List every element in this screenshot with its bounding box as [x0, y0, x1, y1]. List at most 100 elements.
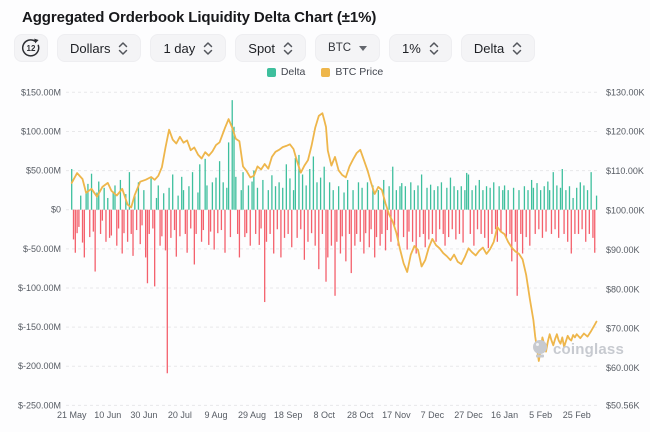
delta-bar	[379, 209, 381, 246]
delta-bar	[334, 209, 336, 296]
delta-bar	[164, 209, 167, 251]
delta-bar	[148, 209, 150, 234]
delta-bar	[224, 209, 226, 253]
y-axis-left-label: $100.00M	[21, 126, 61, 136]
delta-bar	[316, 182, 318, 210]
delta-bar	[530, 179, 533, 210]
delta-bar	[572, 197, 574, 210]
delta-bar	[410, 182, 412, 210]
chevron-updown-icon	[429, 41, 439, 55]
delta-bar	[574, 209, 576, 234]
delta-bar	[372, 185, 374, 210]
delta-bar	[365, 209, 367, 234]
delta-bar	[76, 209, 78, 234]
delta-bar	[363, 209, 365, 254]
delta-bar	[503, 185, 506, 210]
delta-bar	[244, 209, 246, 238]
delta-bar	[570, 209, 572, 254]
delta-bar	[159, 209, 161, 246]
delta-bar	[539, 190, 542, 210]
delta-bar	[356, 209, 358, 234]
depth-percent-dropdown[interactable]: 1%	[389, 34, 452, 62]
delta-bar	[314, 209, 316, 246]
delta-bar	[489, 187, 491, 210]
delta-bar	[556, 185, 558, 210]
x-axis-label: 28 Oct	[347, 410, 374, 420]
svg-text:12: 12	[27, 44, 36, 53]
delta-bar	[478, 179, 480, 210]
delta-bar	[527, 190, 529, 210]
chevron-updown-icon	[283, 41, 293, 55]
delta-bar	[92, 209, 94, 232]
delta-bar	[117, 209, 120, 229]
delta-bar	[90, 173, 93, 210]
delta-bar	[260, 209, 262, 229]
legend-item-delta[interactable]: Delta	[266, 66, 305, 78]
caret-down-icon	[359, 45, 368, 51]
metric-dropdown[interactable]: Delta	[460, 34, 536, 62]
delta-bar	[464, 190, 466, 210]
delta-bar	[375, 209, 378, 238]
delta-bar	[567, 209, 569, 242]
delta-bar	[415, 209, 417, 254]
delta-bar	[435, 209, 437, 242]
delta-bar	[154, 209, 156, 287]
delta-bar	[173, 209, 176, 231]
y-axis-right-label: $80.00K	[606, 284, 640, 294]
metric-dropdown-label: Delta	[473, 40, 505, 56]
delta-bar	[350, 209, 352, 274]
delta-bar	[172, 174, 174, 210]
y-axis-right-label: $50.56K	[606, 400, 640, 410]
delta-bar	[163, 193, 165, 210]
delta-bar	[485, 186, 488, 210]
market-type-dropdown[interactable]: Spot	[235, 34, 307, 62]
delta-bar	[139, 209, 141, 245]
delta-bar	[161, 209, 163, 237]
delta-bar	[227, 142, 230, 210]
delta-bar	[220, 209, 223, 231]
delta-bar	[209, 209, 212, 232]
delta-bar	[565, 190, 567, 210]
delta-bar	[85, 190, 87, 210]
delta-bar	[195, 209, 197, 234]
delta-bar	[309, 169, 311, 210]
delta-bar	[80, 195, 82, 210]
delta-bar	[267, 190, 269, 210]
delta-bar	[366, 182, 369, 210]
chart-legend: Delta BTC Price	[0, 66, 650, 78]
delta-bar	[466, 172, 468, 210]
delta-bar	[327, 209, 329, 258]
delta-bar	[249, 209, 251, 246]
delta-bar	[101, 209, 104, 221]
delta-bar	[525, 209, 527, 238]
x-axis-label: 10 Jun	[94, 410, 121, 420]
delta-bar	[255, 209, 257, 234]
delta-bar	[359, 209, 361, 242]
delta-bar	[200, 209, 203, 242]
delta-bar	[128, 172, 131, 210]
delta-bar	[81, 209, 84, 243]
currency-dropdown[interactable]: Dollars	[57, 34, 142, 62]
delta-bar	[188, 186, 190, 210]
delta-bar	[222, 182, 224, 210]
delta-bar	[377, 190, 379, 210]
y-axis-left-label: $-200.00M	[18, 361, 61, 371]
delta-bar	[543, 186, 545, 210]
time-cycle-12-button[interactable]: 12	[14, 34, 48, 62]
delta-bar	[475, 185, 477, 210]
delta-bar	[265, 209, 268, 242]
legend-item-btc-price[interactable]: BTC Price	[321, 66, 383, 78]
chevron-updown-icon	[512, 41, 522, 55]
x-axis-label: 17 Nov	[382, 410, 411, 420]
interval-dropdown[interactable]: 1 day	[150, 34, 227, 62]
symbol-dropdown[interactable]: BTC	[315, 34, 381, 62]
delta-bar	[397, 209, 399, 246]
delta-bar	[296, 209, 298, 238]
delta-bar	[126, 209, 129, 242]
delta-bar	[190, 209, 192, 229]
delta-bar	[78, 209, 80, 227]
delta-bar	[269, 209, 271, 234]
delta-bar	[453, 186, 455, 210]
y-axis-right-label: $90.00K	[606, 245, 640, 255]
